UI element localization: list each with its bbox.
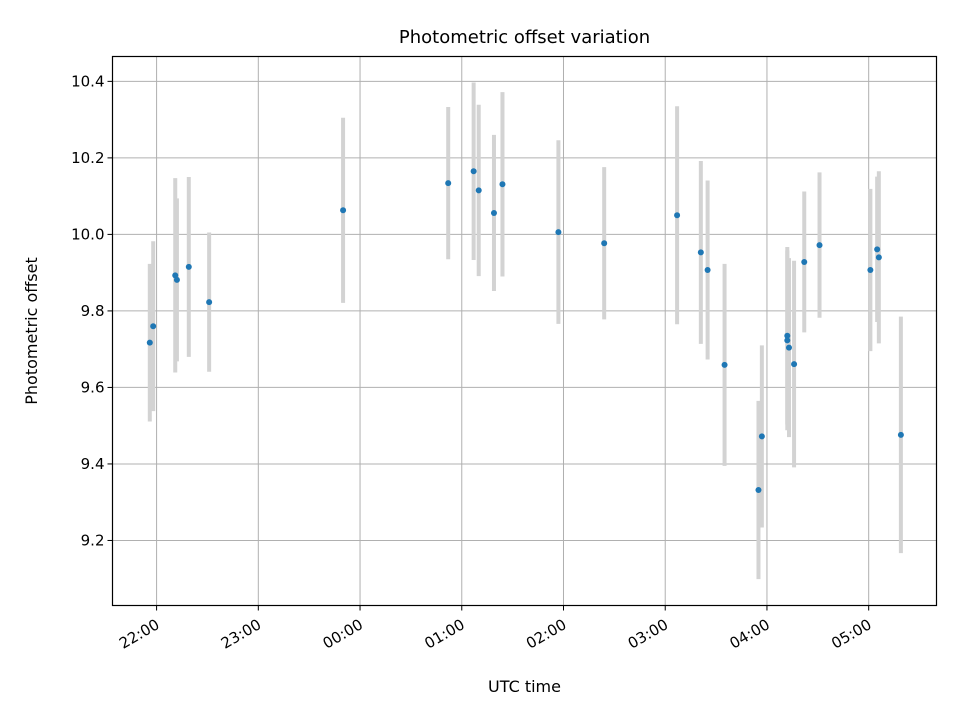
grid-lines [112, 56, 937, 606]
data-point [816, 242, 823, 249]
y-tick-label: 10.4 [71, 72, 104, 90]
data-point [185, 263, 192, 270]
data-points [146, 168, 904, 493]
data-point [555, 229, 562, 236]
y-tick-label: 10.0 [71, 225, 104, 243]
y-axis-ticks: 9.2 9.4 9.6 9.8 10.0 10.2 10.4 [71, 72, 113, 549]
data-point [755, 486, 762, 493]
y-tick-label: 9.8 [81, 302, 105, 320]
data-point [499, 181, 506, 188]
data-point [697, 249, 704, 256]
x-axis-title: UTC time [488, 677, 561, 696]
y-tick-label: 9.6 [81, 378, 105, 396]
data-point [470, 168, 477, 175]
data-point [150, 323, 157, 330]
data-point [801, 258, 808, 265]
data-point [897, 431, 904, 438]
chart-title: Photometric offset variation [399, 27, 650, 48]
data-point [173, 276, 180, 283]
data-point [340, 207, 347, 214]
data-point [146, 339, 153, 346]
data-point [875, 254, 882, 261]
data-point [758, 433, 765, 440]
y-tick-label: 10.2 [71, 149, 104, 167]
data-point [475, 187, 482, 194]
data-point [674, 212, 681, 219]
data-point [206, 299, 213, 306]
data-point [867, 266, 874, 273]
y-tick-label: 9.4 [81, 455, 105, 473]
data-point [490, 209, 497, 216]
data-point [874, 246, 881, 253]
data-point [172, 272, 179, 279]
data-point [785, 344, 792, 351]
data-point [784, 337, 791, 344]
data-point [721, 361, 728, 368]
plot-frame [111, 55, 938, 607]
data-point [445, 180, 452, 187]
data-point [601, 240, 608, 247]
data-point [791, 361, 798, 368]
data-point [784, 332, 791, 339]
y-tick-label: 9.2 [81, 531, 105, 549]
data-point [704, 266, 711, 273]
y-axis-title: Photometric offset [22, 257, 41, 405]
